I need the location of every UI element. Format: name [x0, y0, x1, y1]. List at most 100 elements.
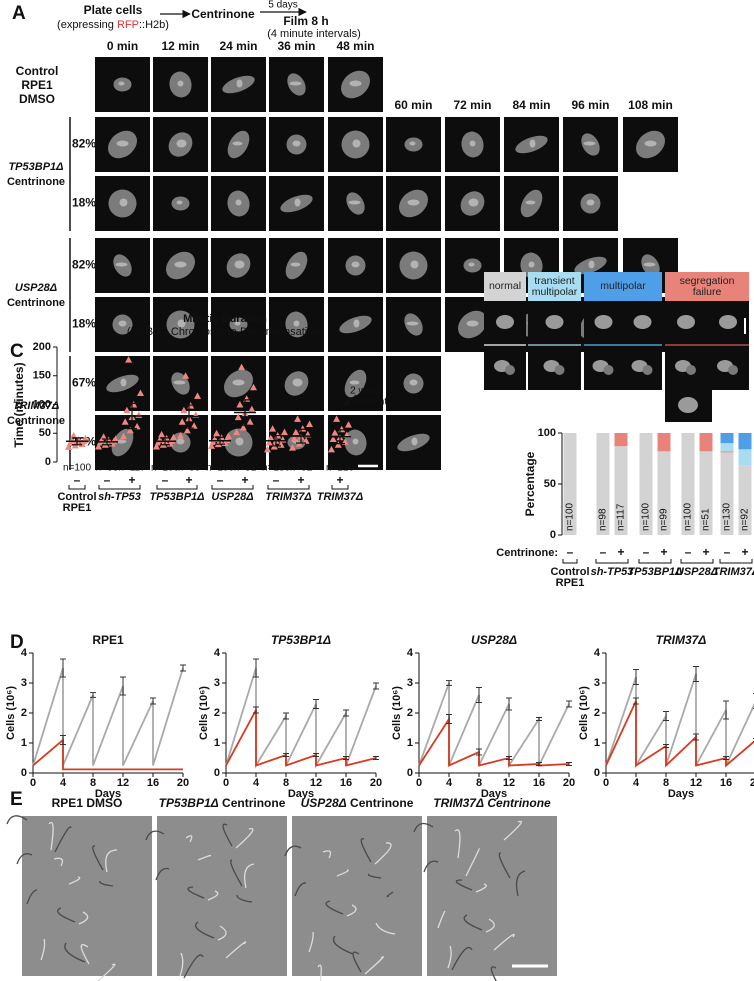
chromatin-bright: [348, 200, 361, 205]
error-bar: [120, 676, 126, 696]
chromatin: [642, 365, 653, 375]
group-label: TP53BP1Δ: [627, 566, 682, 578]
chromatin-bright: [294, 198, 301, 207]
data-point: [133, 422, 141, 430]
error-bar: [343, 709, 349, 717]
cell-outline: [243, 863, 255, 889]
data-point: [294, 415, 302, 422]
chromatin-bright: [349, 380, 360, 385]
chromatin-bright: [644, 140, 657, 147]
cell-outline: [26, 889, 38, 905]
cell-outline: [64, 942, 86, 963]
sd-bar: [160, 437, 170, 446]
group-label: Control: [57, 491, 96, 503]
chromatin-bright: [235, 437, 244, 446]
panel-letter: C: [10, 341, 24, 362]
y-tick-label: 4: [214, 647, 221, 659]
chromatin-bright: [119, 198, 128, 207]
fraction-label: 82%: [72, 258, 96, 272]
chart-title: USP28Δ: [471, 633, 517, 647]
x-tick-label: 16: [533, 777, 545, 789]
chromatin-bright: [406, 321, 419, 326]
chromatin-bright: [118, 320, 127, 327]
brightfield-image: [22, 816, 152, 976]
data-point: [112, 435, 119, 442]
chromatin-bright: [177, 80, 184, 87]
chromatin-bright: [529, 139, 536, 148]
data-point: [180, 406, 188, 414]
error-bar: [283, 753, 289, 757]
centrinone-sign: +: [241, 473, 248, 487]
centrinone-sign: –: [567, 545, 574, 559]
data-point: [333, 415, 341, 422]
error-bar: [90, 692, 96, 698]
data-point: [68, 437, 76, 444]
group-bracket: [331, 485, 349, 490]
annotation-arrow: [343, 394, 357, 407]
image-title: TRIM37Δ Centrinone: [433, 796, 551, 810]
bar-segment: [720, 433, 734, 444]
cell-outline: [80, 944, 90, 965]
centrinone-sign: +: [741, 545, 748, 559]
x-tick-label: 16: [147, 777, 159, 789]
data-point: [225, 432, 232, 440]
sd-bar: [296, 428, 306, 444]
cell-outline: [352, 951, 362, 973]
x-tick-label: 0: [30, 777, 36, 789]
error-bar: [633, 697, 639, 705]
centrinone-sign: –: [74, 473, 81, 487]
title-part: DMSO: [86, 796, 122, 810]
data-point: [213, 429, 221, 437]
y-tick-label: 0: [407, 767, 413, 779]
sd-bar: [271, 434, 281, 447]
chromatin: [677, 315, 695, 329]
centrinone-sign: –: [273, 473, 280, 487]
cell-outline: [187, 886, 205, 899]
chart-title: Mitotic Duration: [183, 313, 267, 325]
y-tick-label: 2: [21, 707, 27, 719]
error-bar: [313, 753, 319, 757]
data-point: [153, 442, 160, 450]
chromatin-bright: [586, 199, 595, 206]
y-axis-label: Cells (10⁶): [198, 686, 210, 740]
y-tick-label: 50: [544, 478, 556, 490]
n-label: n=210: [326, 463, 355, 474]
brightfield-image: [427, 816, 557, 976]
chromatin: [719, 315, 737, 329]
group-label: sh-TP53: [98, 491, 141, 503]
title-part: TRIM37Δ: [433, 796, 484, 810]
cell-outline: [437, 910, 446, 929]
n-label: n=98: [96, 463, 119, 474]
centrinone-sign: –: [217, 473, 224, 487]
sd-bar: [335, 429, 345, 445]
cell-outline: [40, 938, 46, 961]
chromatin-bright: [525, 200, 536, 205]
n-label: n=130: [722, 502, 733, 531]
cell-outline: [92, 845, 104, 871]
condition-label: DMSO: [19, 92, 55, 106]
chromatin-bright: [468, 198, 479, 207]
cell-outline: [413, 822, 434, 833]
chromatin-bright: [588, 260, 595, 269]
chromatin-bright: [409, 141, 416, 146]
data-point: [183, 426, 191, 434]
chromatin-bright: [352, 139, 361, 148]
data-point: [238, 363, 246, 371]
y-tick-label: 4: [594, 647, 601, 659]
centrinone-sign: +: [660, 545, 667, 559]
cell-outline: [105, 849, 118, 873]
cell-outline: [185, 835, 193, 843]
chromatin-bright: [118, 81, 125, 86]
cell-outline: [78, 911, 89, 925]
chromatin-bright: [410, 260, 419, 269]
chromatin-bright: [466, 320, 479, 327]
treatment-label: Centrinone: [7, 415, 65, 427]
error-bar: [253, 658, 259, 678]
data-point: [177, 432, 184, 439]
group-label: RPE1: [63, 502, 92, 514]
data-point: [137, 389, 144, 396]
x-axis-label: Days: [288, 788, 314, 800]
time-label: 96 min: [571, 98, 609, 112]
cell-outline: [308, 931, 314, 953]
